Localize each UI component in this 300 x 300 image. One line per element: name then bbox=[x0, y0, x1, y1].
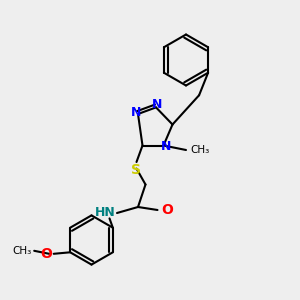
Text: N: N bbox=[161, 140, 172, 154]
Text: O: O bbox=[40, 247, 52, 261]
Text: S: S bbox=[131, 164, 142, 178]
Text: N: N bbox=[130, 106, 141, 119]
Text: N: N bbox=[152, 98, 163, 111]
Text: HN: HN bbox=[95, 206, 116, 219]
Text: CH₃: CH₃ bbox=[190, 145, 210, 155]
Text: O: O bbox=[161, 203, 173, 217]
Text: CH₃: CH₃ bbox=[12, 246, 31, 256]
